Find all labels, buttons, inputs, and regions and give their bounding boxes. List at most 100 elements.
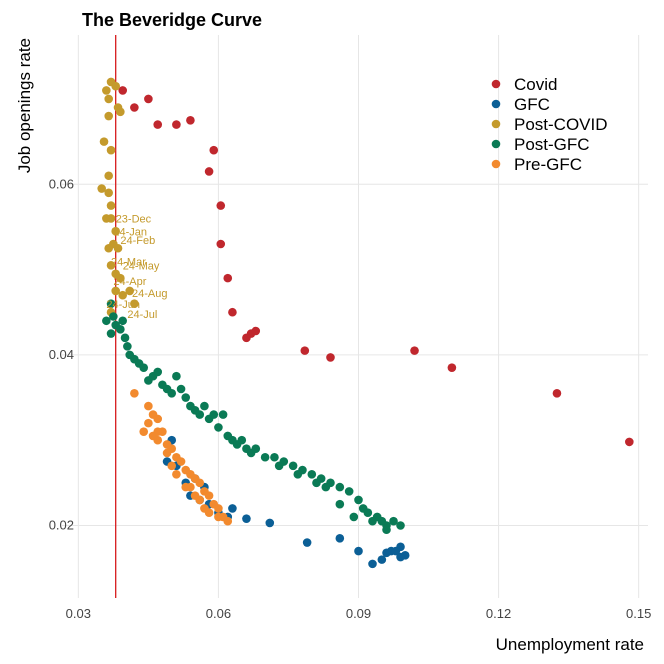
data-point <box>153 120 163 129</box>
legend-label: GFC <box>514 95 550 114</box>
point-annotation: 24-May <box>123 261 160 273</box>
data-point <box>116 107 125 117</box>
data-point <box>111 226 120 236</box>
data-point <box>625 437 634 447</box>
data-point <box>144 401 153 411</box>
data-point <box>106 201 116 210</box>
data-point <box>344 487 354 496</box>
data-point <box>195 410 205 419</box>
y-tick-label: 0.06 <box>49 176 74 191</box>
data-point <box>118 316 128 326</box>
data-point <box>335 533 345 543</box>
legend-label: Post-COVID <box>514 115 608 134</box>
data-points <box>97 77 634 569</box>
x-tick-label: 0.03 <box>66 606 91 621</box>
data-point <box>190 491 200 500</box>
data-point <box>99 137 109 146</box>
y-tick-label: 0.04 <box>49 347 74 362</box>
data-point <box>242 514 251 523</box>
data-point <box>176 457 186 466</box>
data-point <box>106 261 116 270</box>
data-point <box>391 546 401 556</box>
data-point <box>270 452 279 462</box>
data-point <box>223 273 233 283</box>
data-point <box>111 81 120 91</box>
data-point <box>410 346 419 355</box>
data-point <box>102 316 111 326</box>
data-point <box>118 290 128 300</box>
data-point <box>251 444 261 454</box>
legend-marker <box>491 119 501 129</box>
data-point <box>307 470 317 479</box>
grid-lines <box>62 35 648 598</box>
data-point <box>204 167 214 176</box>
data-point <box>214 512 223 522</box>
x-tick-label: 0.15 <box>626 606 651 621</box>
data-point <box>552 388 562 398</box>
y-axis-label: Job openings rate <box>15 38 34 173</box>
data-point <box>382 525 391 535</box>
data-point <box>181 482 191 492</box>
data-point <box>396 552 405 562</box>
data-point <box>200 504 209 513</box>
data-point <box>228 504 237 513</box>
data-point <box>104 94 113 104</box>
data-point <box>237 435 247 445</box>
data-point <box>377 555 387 564</box>
data-point <box>172 371 181 381</box>
data-point <box>130 388 139 398</box>
data-point <box>116 324 125 334</box>
data-point <box>204 491 214 500</box>
data-point <box>223 516 233 526</box>
data-point <box>139 427 149 436</box>
data-point <box>106 214 116 223</box>
data-point <box>349 512 359 522</box>
data-point <box>181 393 191 402</box>
data-point <box>260 452 270 462</box>
data-point <box>251 326 261 336</box>
x-tick-label: 0.06 <box>206 606 231 621</box>
data-point <box>144 94 153 104</box>
data-point <box>120 333 130 343</box>
data-point <box>144 418 153 428</box>
data-point <box>153 367 163 377</box>
data-point <box>104 243 113 253</box>
data-point <box>104 188 113 198</box>
x-tick-label: 0.12 <box>486 606 511 621</box>
data-point <box>335 499 345 509</box>
data-point <box>214 504 223 513</box>
data-point <box>118 86 128 95</box>
data-point <box>106 145 116 155</box>
y-tick-label: 0.02 <box>49 517 74 532</box>
x-tick-label: 0.09 <box>346 606 371 621</box>
data-point <box>153 427 163 436</box>
data-point <box>368 516 377 526</box>
data-point <box>172 120 181 129</box>
data-point <box>153 435 163 445</box>
point-annotation: 23-Dec <box>116 214 152 226</box>
point-annotation: 24-Jun <box>106 299 140 311</box>
point-annotation: 24-Apr <box>113 276 146 288</box>
data-point <box>186 116 195 125</box>
data-point <box>153 414 163 424</box>
legend-label: Covid <box>514 75 557 94</box>
data-point <box>265 518 275 528</box>
data-point <box>312 478 321 488</box>
data-point <box>123 342 132 351</box>
data-point <box>200 401 209 411</box>
axis-ticks: 0.03 0.06 0.09 0.12 0.15 0.02 0.04 0.06 <box>49 176 652 621</box>
legend-marker <box>491 99 501 109</box>
data-point <box>167 461 177 471</box>
legend-label: Pre-GFC <box>514 155 582 174</box>
x-axis-label: Unemployment rate <box>496 635 644 654</box>
data-point <box>97 184 106 193</box>
chart-title: The Beveridge Curve <box>82 10 262 30</box>
data-point <box>130 103 139 112</box>
data-point <box>209 410 219 419</box>
data-point <box>274 461 284 471</box>
data-point <box>242 333 251 343</box>
data-point <box>288 461 298 471</box>
